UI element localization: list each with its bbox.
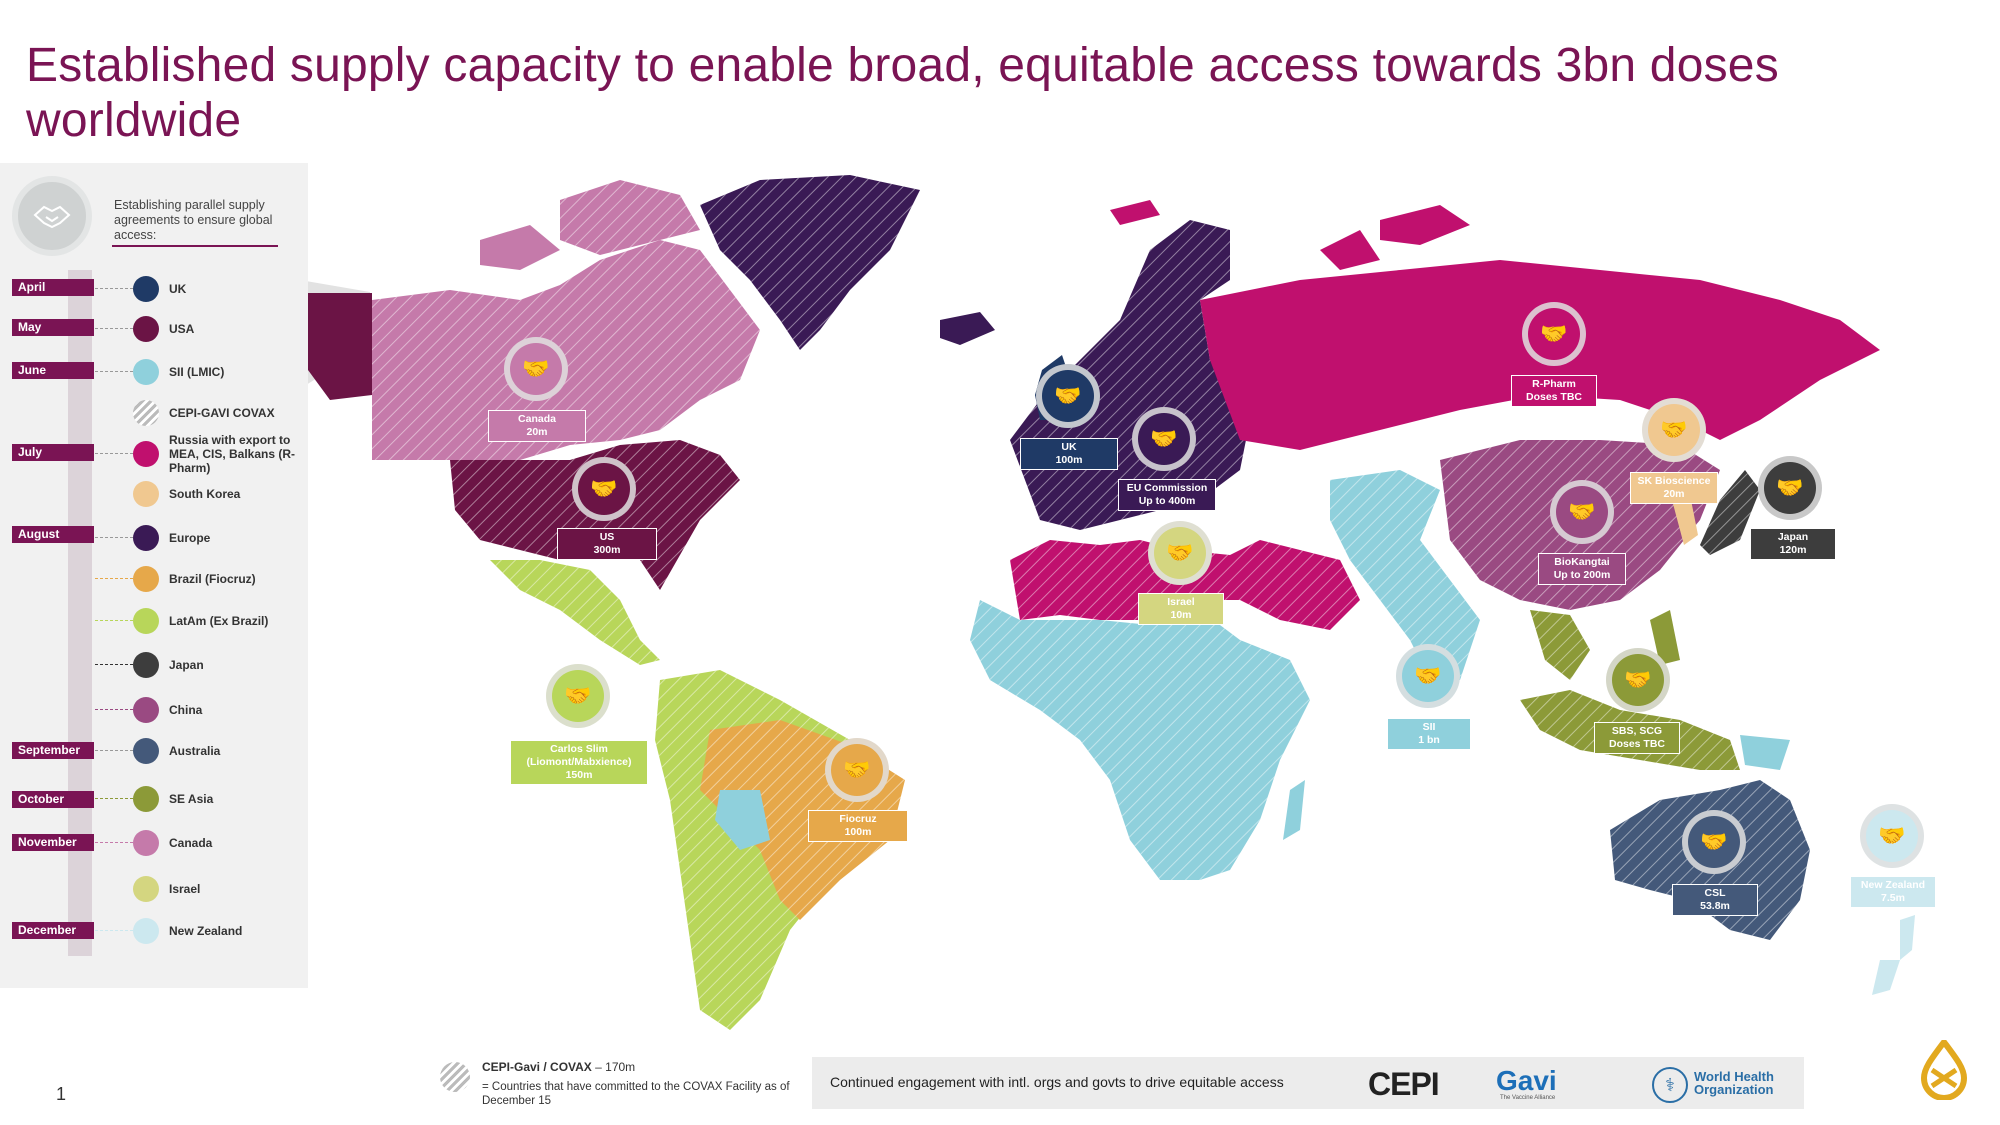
- handshake-icon: 🤝: [1414, 663, 1442, 688]
- handshake-icon: [12, 176, 92, 256]
- month-july: July: [12, 444, 94, 461]
- handshake-icon: 🤝: [1054, 383, 1082, 408]
- handshake-icon: 🤝: [1700, 829, 1728, 854]
- label-japan: Japan 120m: [1750, 528, 1836, 560]
- marker-eu-commission[interactable]: 🤝: [1132, 407, 1196, 471]
- legend-rule: [112, 245, 278, 247]
- label-israel: Israel 10m: [1138, 593, 1224, 625]
- marker-sk-bioscience[interactable]: 🤝: [1642, 398, 1706, 462]
- engagement-bar: Continued engagement with intl. orgs and…: [812, 1057, 1804, 1109]
- label-eu-commission: EU Commission Up to 400m: [1118, 479, 1216, 511]
- label-csl: CSL 53.8m: [1672, 884, 1758, 916]
- marker-carlos-slim[interactable]: 🤝: [546, 664, 610, 728]
- marker-sbs-scg[interactable]: 🤝: [1606, 648, 1670, 712]
- legend-heading: Establishing parallel supply agreements …: [114, 198, 273, 242]
- marker-canada[interactable]: 🤝: [504, 337, 568, 401]
- handshake-icon: 🤝: [843, 757, 871, 782]
- month-april: April: [12, 279, 94, 296]
- gavi-logo-subtitle: The Vaccine Alliance: [1500, 1095, 1556, 1101]
- handshake-icon: 🤝: [1624, 667, 1652, 692]
- handshake-icon: 🤝: [590, 476, 618, 501]
- label-sii: SII 1 bn: [1387, 718, 1471, 750]
- marker-us[interactable]: 🤝: [572, 457, 636, 521]
- month-may: May: [12, 319, 94, 336]
- month-december: December: [12, 922, 94, 939]
- month-november: November: [12, 834, 94, 851]
- marker-new-zealand[interactable]: 🤝: [1860, 804, 1924, 868]
- gavi-logo: Gavi: [1496, 1065, 1557, 1096]
- handshake-icon: 🤝: [564, 683, 592, 708]
- region-alaska-us: [308, 293, 372, 400]
- region-new-zealand: [1900, 915, 1915, 960]
- label-sbs-scg: SBS, SCG Doses TBC: [1594, 722, 1680, 754]
- label-canada: Canada 20m: [488, 410, 586, 442]
- month-august: August: [12, 526, 94, 543]
- page-number: 1: [56, 1084, 67, 1104]
- marker-uk[interactable]: 🤝: [1036, 364, 1100, 428]
- region-korea: [1672, 495, 1698, 545]
- marker-sii[interactable]: 🤝: [1396, 644, 1460, 708]
- handshake-icon: 🤝: [1150, 426, 1178, 451]
- label-r-pharm: R-Pharm Doses TBC: [1511, 375, 1597, 407]
- handshake-icon: 🤝: [522, 356, 550, 381]
- marker-biokangtai[interactable]: 🤝: [1550, 480, 1614, 544]
- cepi-logo: CEPI: [1368, 1066, 1440, 1102]
- label-carlos-slim: Carlos Slim (Liomont/Mabxience) 150m: [510, 740, 648, 785]
- page-title: Established supply capacity to enable br…: [26, 39, 1779, 147]
- handshake-icon: 🤝: [1660, 417, 1688, 442]
- who-globe-icon: ⚕: [1652, 1067, 1688, 1103]
- month-june: June: [12, 362, 94, 379]
- marker-fiocruz[interactable]: 🤝: [825, 738, 889, 802]
- handshake-icon: 🤝: [1568, 499, 1596, 524]
- label-us: US 300m: [557, 528, 657, 560]
- who-logo-text: World Health Organization: [1694, 1069, 1774, 1097]
- label-biokangtai: BioKangtai Up to 200m: [1538, 553, 1626, 585]
- engagement-text: Continued engagement with intl. orgs and…: [830, 1074, 1284, 1090]
- marker-israel[interactable]: 🤝: [1148, 521, 1212, 585]
- handshake-icon: 🤝: [1878, 823, 1906, 848]
- marker-csl[interactable]: 🤝: [1682, 810, 1746, 874]
- covax-legend: CEPI-Gavi / COVAX – 170m: [482, 1060, 636, 1074]
- handshake-icon: 🤝: [1540, 321, 1568, 346]
- month-september: September: [12, 742, 94, 759]
- astrazeneca-logo-icon: [1920, 1040, 1968, 1100]
- handshake-icon: 🤝: [1166, 540, 1194, 565]
- label-fiocruz: Fiocruz 100m: [808, 810, 908, 842]
- marker-japan[interactable]: 🤝: [1758, 456, 1822, 520]
- label-uk: UK 100m: [1020, 438, 1118, 470]
- label-sk-bioscience: SK Bioscience 20m: [1630, 472, 1718, 504]
- label-new-zealand: New Zealand 7.5m: [1850, 876, 1936, 908]
- covax-hatch-swatch: [440, 1062, 470, 1092]
- handshake-icon: 🤝: [1776, 475, 1804, 500]
- marker-r-pharm[interactable]: 🤝: [1522, 302, 1586, 366]
- month-october: October: [12, 791, 94, 808]
- covax-note: = Countries that have committed to the C…: [482, 1081, 790, 1107]
